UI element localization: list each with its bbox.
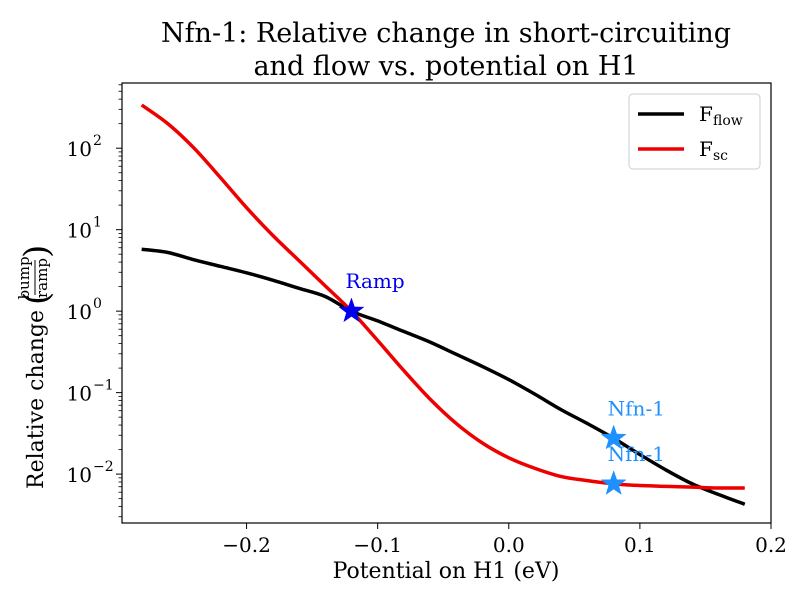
annotation-label-1: Nfn-1 bbox=[608, 396, 665, 420]
chart-title-line-1: Nfn-1: Relative change in short-circuiti… bbox=[161, 18, 731, 49]
y-tick-label-2: 10 bbox=[67, 300, 92, 324]
annotation-star-0 bbox=[338, 297, 365, 323]
series-line-sc bbox=[140, 103, 745, 490]
y-axis-label-frac-den: ramp bbox=[33, 258, 51, 298]
axes-frame bbox=[121, 82, 772, 524]
legend-label-sub-flow: flow bbox=[713, 113, 743, 129]
chart-title-line-2: and flow vs. potential on H1 bbox=[253, 51, 638, 82]
x-tick-label-3: 0.1 bbox=[624, 533, 656, 557]
series-line-flow bbox=[141, 247, 746, 506]
annotation-star-2 bbox=[600, 470, 627, 496]
y-axis-label-text: Relative change bbox=[24, 310, 49, 489]
y-tick-label-4: 10 bbox=[67, 137, 92, 161]
legend-label-sc: F bbox=[699, 137, 713, 161]
legend-label-flow: F bbox=[699, 102, 713, 126]
y-axis-label-frac-num: bump bbox=[15, 256, 33, 299]
y-tick-label-exp-2: 0 bbox=[93, 296, 102, 312]
annotation-label-0: Ramp bbox=[345, 269, 404, 293]
y-tick-label-1: 10 bbox=[67, 382, 92, 406]
y-tick-label-exp-0: −2 bbox=[93, 459, 114, 475]
legend-box bbox=[628, 93, 761, 170]
y-tick-label-exp-3: 1 bbox=[93, 215, 102, 231]
x-tick-label-4: 0.2 bbox=[755, 533, 787, 557]
x-tick-label-0: −0.2 bbox=[222, 533, 271, 557]
x-axis: −0.2 −0.1 0.0 0.1 0.2 bbox=[222, 523, 787, 557]
legend-label-sub-sc: sc bbox=[713, 148, 728, 164]
annotations: Ramp Nfn-1 Nfn-1 bbox=[338, 269, 665, 496]
x-tick-label-1: −0.1 bbox=[353, 533, 402, 557]
plot-area bbox=[140, 103, 746, 506]
y-axis-label-paren-close: ) bbox=[17, 245, 57, 258]
y-axis-label-paren-open: ( bbox=[17, 292, 57, 305]
x-axis-label: Potential on H1 (eV) bbox=[333, 559, 560, 584]
y-tick-label-0: 10 bbox=[67, 463, 92, 487]
y-tick-label-exp-1: −1 bbox=[93, 378, 114, 394]
y-tick-label-3: 10 bbox=[67, 219, 92, 243]
y-tick-label-exp-4: 2 bbox=[93, 133, 102, 149]
annotation-star-1 bbox=[600, 424, 627, 450]
x-tick-label-2: 0.0 bbox=[493, 533, 525, 557]
annotation-label-2: Nfn-1 bbox=[608, 442, 665, 466]
y-axis-label: Relative change ( bump ramp ) bbox=[15, 245, 57, 489]
